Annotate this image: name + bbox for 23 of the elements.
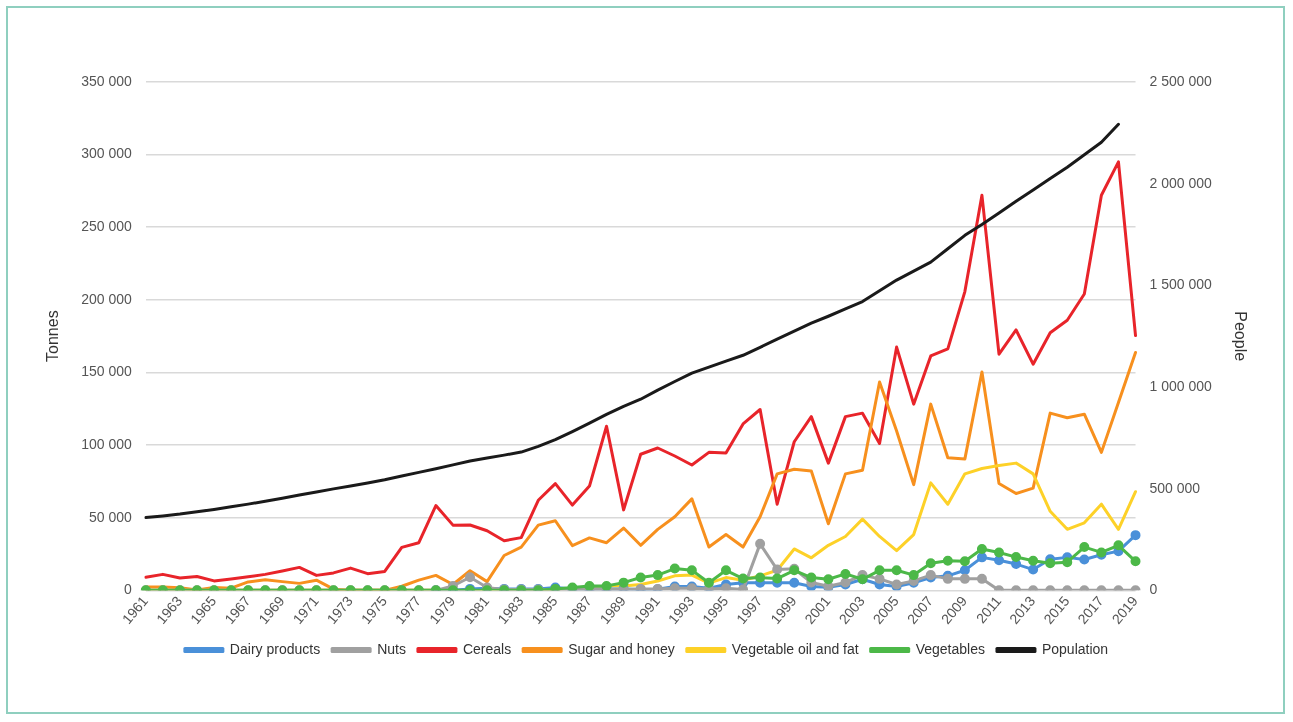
y-tick-label: 200 000 (81, 290, 133, 307)
y2-axis-title: People (1231, 311, 1249, 362)
legend-label: Cereals (462, 640, 512, 657)
y-tick-label: 50 000 (88, 508, 133, 525)
legend-label: Vegetables (915, 640, 985, 657)
y-tick-label: 0 (124, 581, 133, 598)
y-tick-label: 150 000 (81, 363, 133, 380)
y-tick-label: 100 000 (81, 435, 133, 452)
legend-label: Dairy products (229, 640, 321, 657)
y-tick-label: 250 000 (81, 218, 133, 235)
y2-tick-label: 2 500 000 (1149, 72, 1213, 89)
legend-label: Population (1041, 640, 1109, 657)
y2-tick-label: 1 500 000 (1149, 276, 1213, 293)
legend-label: Sugar and honey (568, 640, 675, 657)
y-tick-label: 350 000 (81, 72, 133, 89)
legend-label: Vegetable oil and fat (731, 640, 859, 657)
y2-tick-label: 1 000 000 (1149, 377, 1213, 394)
y-axis-title: Tonnes (44, 310, 62, 362)
y-tick-label: 300 000 (81, 145, 133, 162)
legend-label: Nuts (377, 640, 406, 657)
y2-tick-label: 0 (1149, 581, 1158, 598)
y2-tick-label: 500 000 (1149, 479, 1201, 496)
y2-tick-label: 2 000 000 (1149, 174, 1213, 191)
